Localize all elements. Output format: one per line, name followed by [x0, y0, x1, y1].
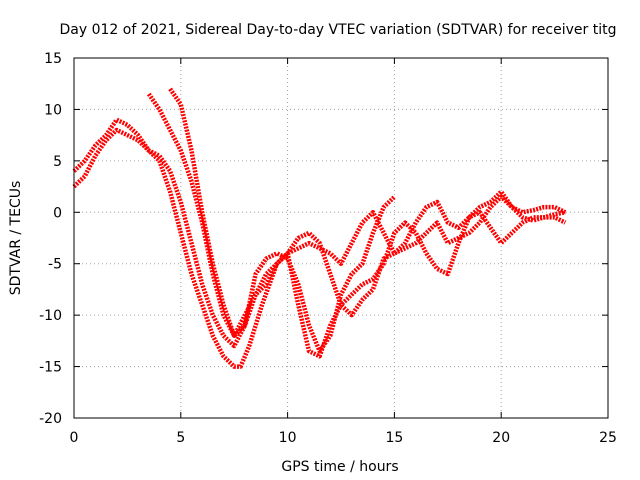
- y-tick-label: -5: [48, 257, 62, 273]
- x-tick-label: 10: [279, 430, 297, 446]
- grid: [74, 58, 608, 418]
- y-tick-label: 5: [53, 154, 62, 170]
- y-axis-label: SDTVAR / TECUs: [8, 181, 24, 296]
- y-tick-label: 10: [44, 102, 62, 118]
- y-tick-label: -20: [39, 411, 62, 427]
- x-tick-label: 15: [385, 430, 403, 446]
- ticks: 0 5 10 15 20 25 15 10 5 0 -5 -10 -15 -20: [39, 51, 617, 446]
- series-line-track-4: [168, 87, 566, 338]
- x-tick-label: 20: [492, 430, 510, 446]
- y-tick-label: 0: [53, 205, 62, 221]
- series-line-track-3: [146, 92, 567, 359]
- y-tick-label: 15: [44, 51, 62, 67]
- x-axis-label: GPS time / hours: [281, 459, 398, 475]
- y-tick-label: -15: [39, 360, 62, 376]
- series-line-track-2: [72, 117, 396, 354]
- series-group: [72, 87, 567, 369]
- chart-title: Day 012 of 2021, Sidereal Day-to-day VTE…: [60, 22, 617, 38]
- x-tick-label: 0: [70, 430, 79, 446]
- series-line-track-1: [72, 127, 567, 369]
- x-tick-label: 25: [599, 430, 617, 446]
- plot-frame: [73, 57, 609, 419]
- x-tick-label: 5: [176, 430, 185, 446]
- y-tick-label: -10: [39, 308, 62, 324]
